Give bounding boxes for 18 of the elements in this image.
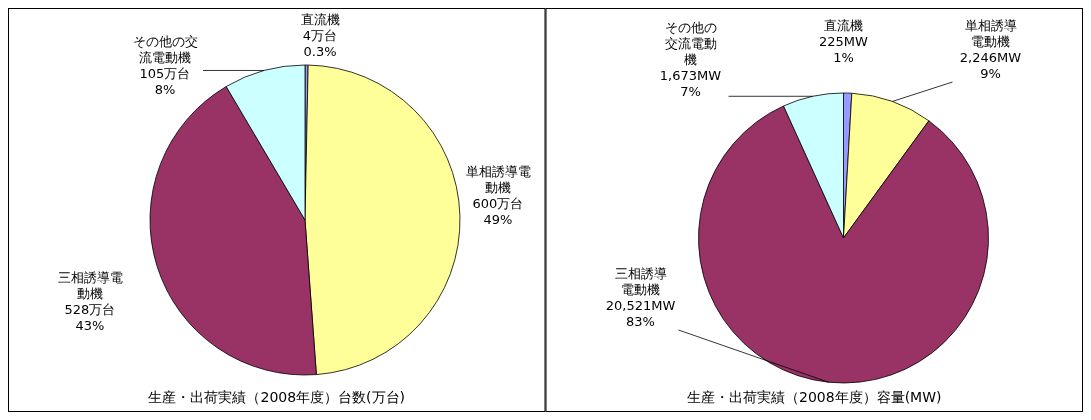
data-label: 20,521MW 83% [605, 298, 676, 329]
data-label: 528万台 43% [64, 302, 116, 333]
data-label: 600万台 49% [472, 196, 524, 227]
slice-label: 単相誘導電動機 [964, 18, 1017, 49]
slice-label: 直流機 [824, 18, 863, 33]
text: 生産・出荷実績（2008年度）台数(万台) [148, 389, 406, 405]
slice-label: 三相誘導電動機 [614, 266, 667, 297]
slice-label: 直流機 [300, 12, 340, 27]
data-label: 2,246MW 9% [959, 50, 1022, 81]
slice-label: その他の交流電動機 [664, 20, 717, 67]
slice-label: 三相誘導電動機 [57, 270, 123, 301]
data-label: 4万台 0.3% [302, 28, 338, 59]
text: 生産・出荷実績（2008年度）容量(MW) [687, 389, 942, 405]
data-label: 225MW 1% [819, 34, 869, 65]
data-label: 105万台 8% [139, 66, 191, 97]
slice-label: 単相誘導電動機 [465, 164, 531, 195]
data-label: 1,673MW 7% [659, 68, 722, 99]
slice-label: その他の交流電動機 [132, 34, 198, 65]
